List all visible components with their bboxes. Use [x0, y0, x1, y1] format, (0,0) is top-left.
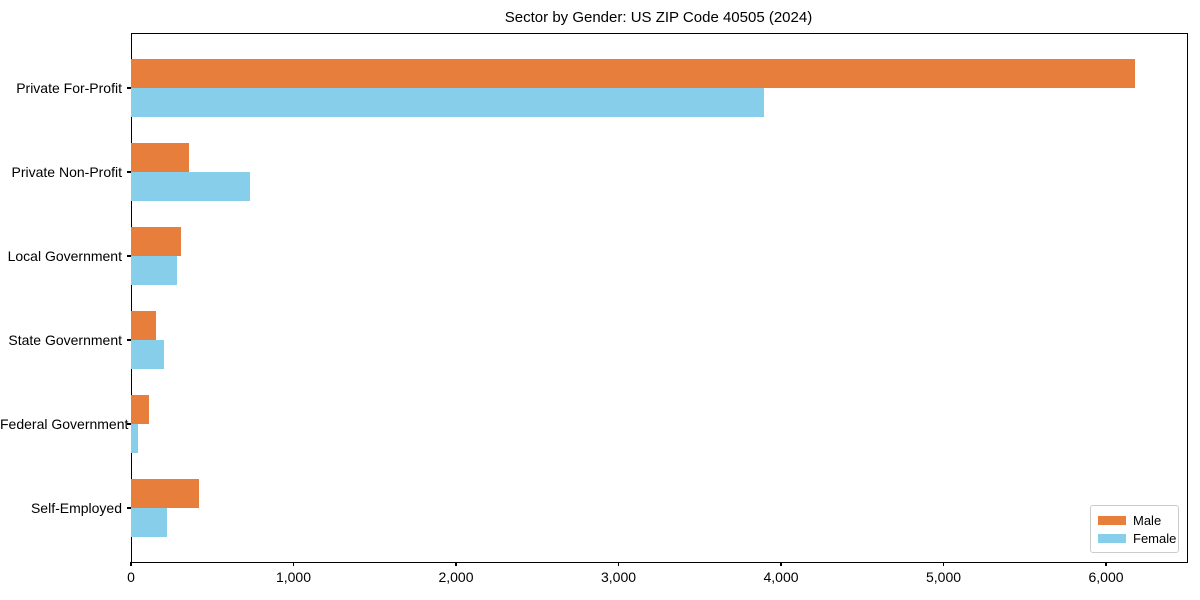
chart-title: Sector by Gender: US ZIP Code 40505 (202… — [504, 9, 813, 26]
ytick-label-state-government: State Government — [8, 332, 122, 348]
bar-male-local-government — [131, 227, 181, 256]
legend-swatch — [1098, 515, 1126, 525]
bar-male-state-government — [131, 311, 156, 340]
xtick-mark — [942, 562, 945, 566]
ytick-label-self-employed: Self-Employed — [30, 500, 122, 516]
legend-item-male: Male — [1098, 512, 1178, 528]
xtick-mark — [780, 562, 782, 566]
xtick-mark — [617, 562, 620, 566]
ytick-mark — [127, 87, 131, 89]
bar-female-state-government — [131, 340, 165, 369]
legend-label: Female — [1133, 530, 1177, 546]
bar-male-self-employed — [131, 479, 199, 508]
xtick-label-0: 0 — [127, 569, 135, 585]
ytick-label-federal-government: Federal Government — [0, 416, 129, 432]
bar-female-federal-government — [131, 424, 139, 453]
legend-item-female: Female — [1098, 530, 1178, 546]
xtick-label-3000: 3,000 — [600, 569, 637, 585]
bar-female-self-employed — [131, 508, 168, 537]
xtick-mark — [1105, 562, 1107, 566]
xtick-label-6000: 6,000 — [1088, 569, 1124, 585]
ytick-mark — [127, 339, 131, 341]
bar-male-federal-government — [131, 395, 150, 424]
legend-label: Male — [1133, 512, 1162, 528]
ytick-label-private-for-profit: Private For-Profit — [16, 80, 122, 96]
xtick-label-2000: 2,000 — [438, 569, 474, 585]
xtick-mark — [130, 562, 132, 566]
legend-swatch — [1098, 533, 1126, 543]
ytick-mark — [127, 507, 131, 509]
bar-male-private-non-profit — [131, 143, 189, 172]
bar-male-private-for-profit — [131, 59, 1136, 88]
ytick-mark — [127, 171, 131, 173]
xtick-label-5000: 5,000 — [926, 569, 962, 585]
xtick-mark — [455, 562, 457, 566]
ytick-label-private-non-profit: Private Non-Profit — [11, 164, 122, 180]
ytick-label-local-government: Local Government — [7, 248, 122, 264]
xtick-label-1000: 1,000 — [275, 569, 312, 585]
ytick-mark — [127, 423, 131, 425]
bar-female-private-for-profit — [131, 88, 764, 117]
bar-female-private-non-profit — [131, 172, 250, 201]
bar-female-local-government — [131, 256, 177, 285]
xtick-mark — [292, 562, 295, 566]
xtick-label-4000: 4,000 — [763, 569, 799, 585]
ytick-mark — [127, 255, 131, 257]
legend: Male Female — [1090, 505, 1179, 553]
plot-area — [131, 33, 1188, 563]
